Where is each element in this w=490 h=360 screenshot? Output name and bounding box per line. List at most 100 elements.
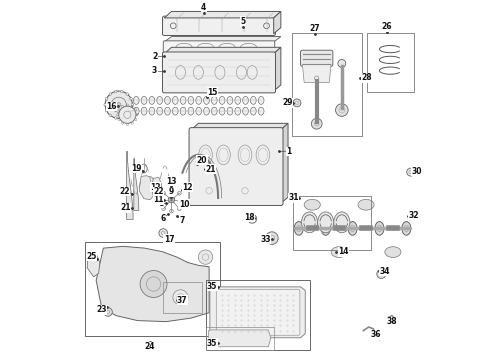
Ellipse shape bbox=[141, 96, 147, 104]
Text: 21: 21 bbox=[121, 203, 131, 212]
Text: 35: 35 bbox=[207, 339, 217, 348]
Ellipse shape bbox=[140, 271, 167, 297]
Ellipse shape bbox=[105, 98, 108, 100]
Ellipse shape bbox=[196, 107, 201, 115]
Ellipse shape bbox=[204, 96, 209, 104]
Bar bbox=[163, 282, 202, 313]
Text: 1: 1 bbox=[286, 147, 292, 156]
Ellipse shape bbox=[188, 107, 194, 115]
Ellipse shape bbox=[172, 107, 178, 115]
Ellipse shape bbox=[104, 103, 106, 106]
Ellipse shape bbox=[104, 308, 112, 316]
Text: 13: 13 bbox=[166, 176, 177, 185]
Text: 7: 7 bbox=[179, 216, 185, 225]
Ellipse shape bbox=[168, 197, 175, 203]
Ellipse shape bbox=[180, 107, 186, 115]
Ellipse shape bbox=[177, 192, 181, 195]
Text: 17: 17 bbox=[164, 235, 174, 244]
Ellipse shape bbox=[212, 96, 217, 104]
Ellipse shape bbox=[331, 247, 347, 257]
FancyBboxPatch shape bbox=[216, 289, 300, 335]
Ellipse shape bbox=[304, 199, 320, 210]
Text: 12: 12 bbox=[182, 183, 193, 192]
Ellipse shape bbox=[109, 93, 112, 95]
Ellipse shape bbox=[266, 232, 278, 244]
Ellipse shape bbox=[115, 90, 117, 93]
Ellipse shape bbox=[172, 96, 178, 104]
Ellipse shape bbox=[358, 199, 374, 210]
Text: 33: 33 bbox=[261, 235, 271, 244]
Ellipse shape bbox=[121, 90, 123, 93]
Ellipse shape bbox=[407, 168, 415, 176]
Ellipse shape bbox=[195, 158, 202, 165]
Text: 16: 16 bbox=[106, 102, 117, 111]
Bar bbox=[206, 327, 274, 350]
Text: 27: 27 bbox=[310, 24, 320, 33]
Ellipse shape bbox=[180, 96, 186, 104]
Ellipse shape bbox=[125, 107, 131, 115]
Ellipse shape bbox=[157, 96, 163, 104]
Text: 36: 36 bbox=[370, 330, 381, 339]
Ellipse shape bbox=[105, 91, 132, 118]
Ellipse shape bbox=[227, 96, 233, 104]
Ellipse shape bbox=[321, 222, 330, 235]
Ellipse shape bbox=[250, 96, 256, 104]
Text: 10: 10 bbox=[179, 199, 189, 208]
Text: 23: 23 bbox=[97, 305, 107, 314]
Ellipse shape bbox=[227, 107, 233, 115]
Ellipse shape bbox=[162, 192, 166, 195]
Ellipse shape bbox=[159, 229, 168, 237]
Text: 12: 12 bbox=[150, 183, 161, 192]
Text: 5: 5 bbox=[241, 17, 246, 26]
Ellipse shape bbox=[160, 200, 163, 203]
Ellipse shape bbox=[338, 59, 346, 67]
Ellipse shape bbox=[212, 107, 217, 115]
Polygon shape bbox=[134, 158, 139, 211]
Ellipse shape bbox=[149, 96, 155, 104]
Text: 22: 22 bbox=[120, 187, 130, 196]
Text: 11: 11 bbox=[153, 195, 164, 204]
FancyBboxPatch shape bbox=[163, 16, 275, 36]
Ellipse shape bbox=[243, 96, 248, 104]
Ellipse shape bbox=[149, 107, 155, 115]
Ellipse shape bbox=[301, 212, 318, 233]
Text: 2: 2 bbox=[152, 52, 157, 61]
Ellipse shape bbox=[180, 200, 183, 203]
Ellipse shape bbox=[117, 103, 121, 107]
Polygon shape bbox=[87, 254, 100, 277]
Ellipse shape bbox=[402, 222, 411, 235]
Text: 31: 31 bbox=[288, 193, 299, 202]
Ellipse shape bbox=[130, 109, 132, 112]
Text: 37: 37 bbox=[177, 296, 188, 305]
Polygon shape bbox=[164, 47, 281, 54]
Ellipse shape bbox=[126, 114, 128, 117]
Polygon shape bbox=[281, 123, 288, 203]
Text: 28: 28 bbox=[361, 73, 371, 82]
FancyBboxPatch shape bbox=[163, 52, 275, 93]
Ellipse shape bbox=[334, 212, 350, 233]
Text: 9: 9 bbox=[169, 187, 174, 196]
Text: 20: 20 bbox=[196, 156, 207, 165]
Ellipse shape bbox=[377, 270, 386, 278]
Ellipse shape bbox=[196, 96, 201, 104]
Ellipse shape bbox=[121, 117, 123, 119]
Ellipse shape bbox=[294, 222, 303, 235]
Ellipse shape bbox=[375, 222, 384, 235]
Ellipse shape bbox=[247, 214, 257, 223]
Ellipse shape bbox=[170, 210, 173, 213]
Ellipse shape bbox=[311, 118, 322, 129]
Ellipse shape bbox=[336, 104, 348, 116]
Ellipse shape bbox=[133, 96, 139, 104]
Ellipse shape bbox=[235, 107, 241, 115]
Ellipse shape bbox=[126, 93, 128, 95]
Ellipse shape bbox=[177, 207, 181, 211]
Ellipse shape bbox=[318, 212, 334, 233]
Ellipse shape bbox=[109, 114, 112, 117]
Polygon shape bbox=[274, 47, 281, 91]
Ellipse shape bbox=[165, 96, 171, 104]
Text: 29: 29 bbox=[282, 98, 293, 107]
Text: 26: 26 bbox=[381, 22, 392, 31]
Ellipse shape bbox=[188, 96, 194, 104]
Polygon shape bbox=[96, 246, 209, 321]
Text: 30: 30 bbox=[411, 167, 422, 176]
